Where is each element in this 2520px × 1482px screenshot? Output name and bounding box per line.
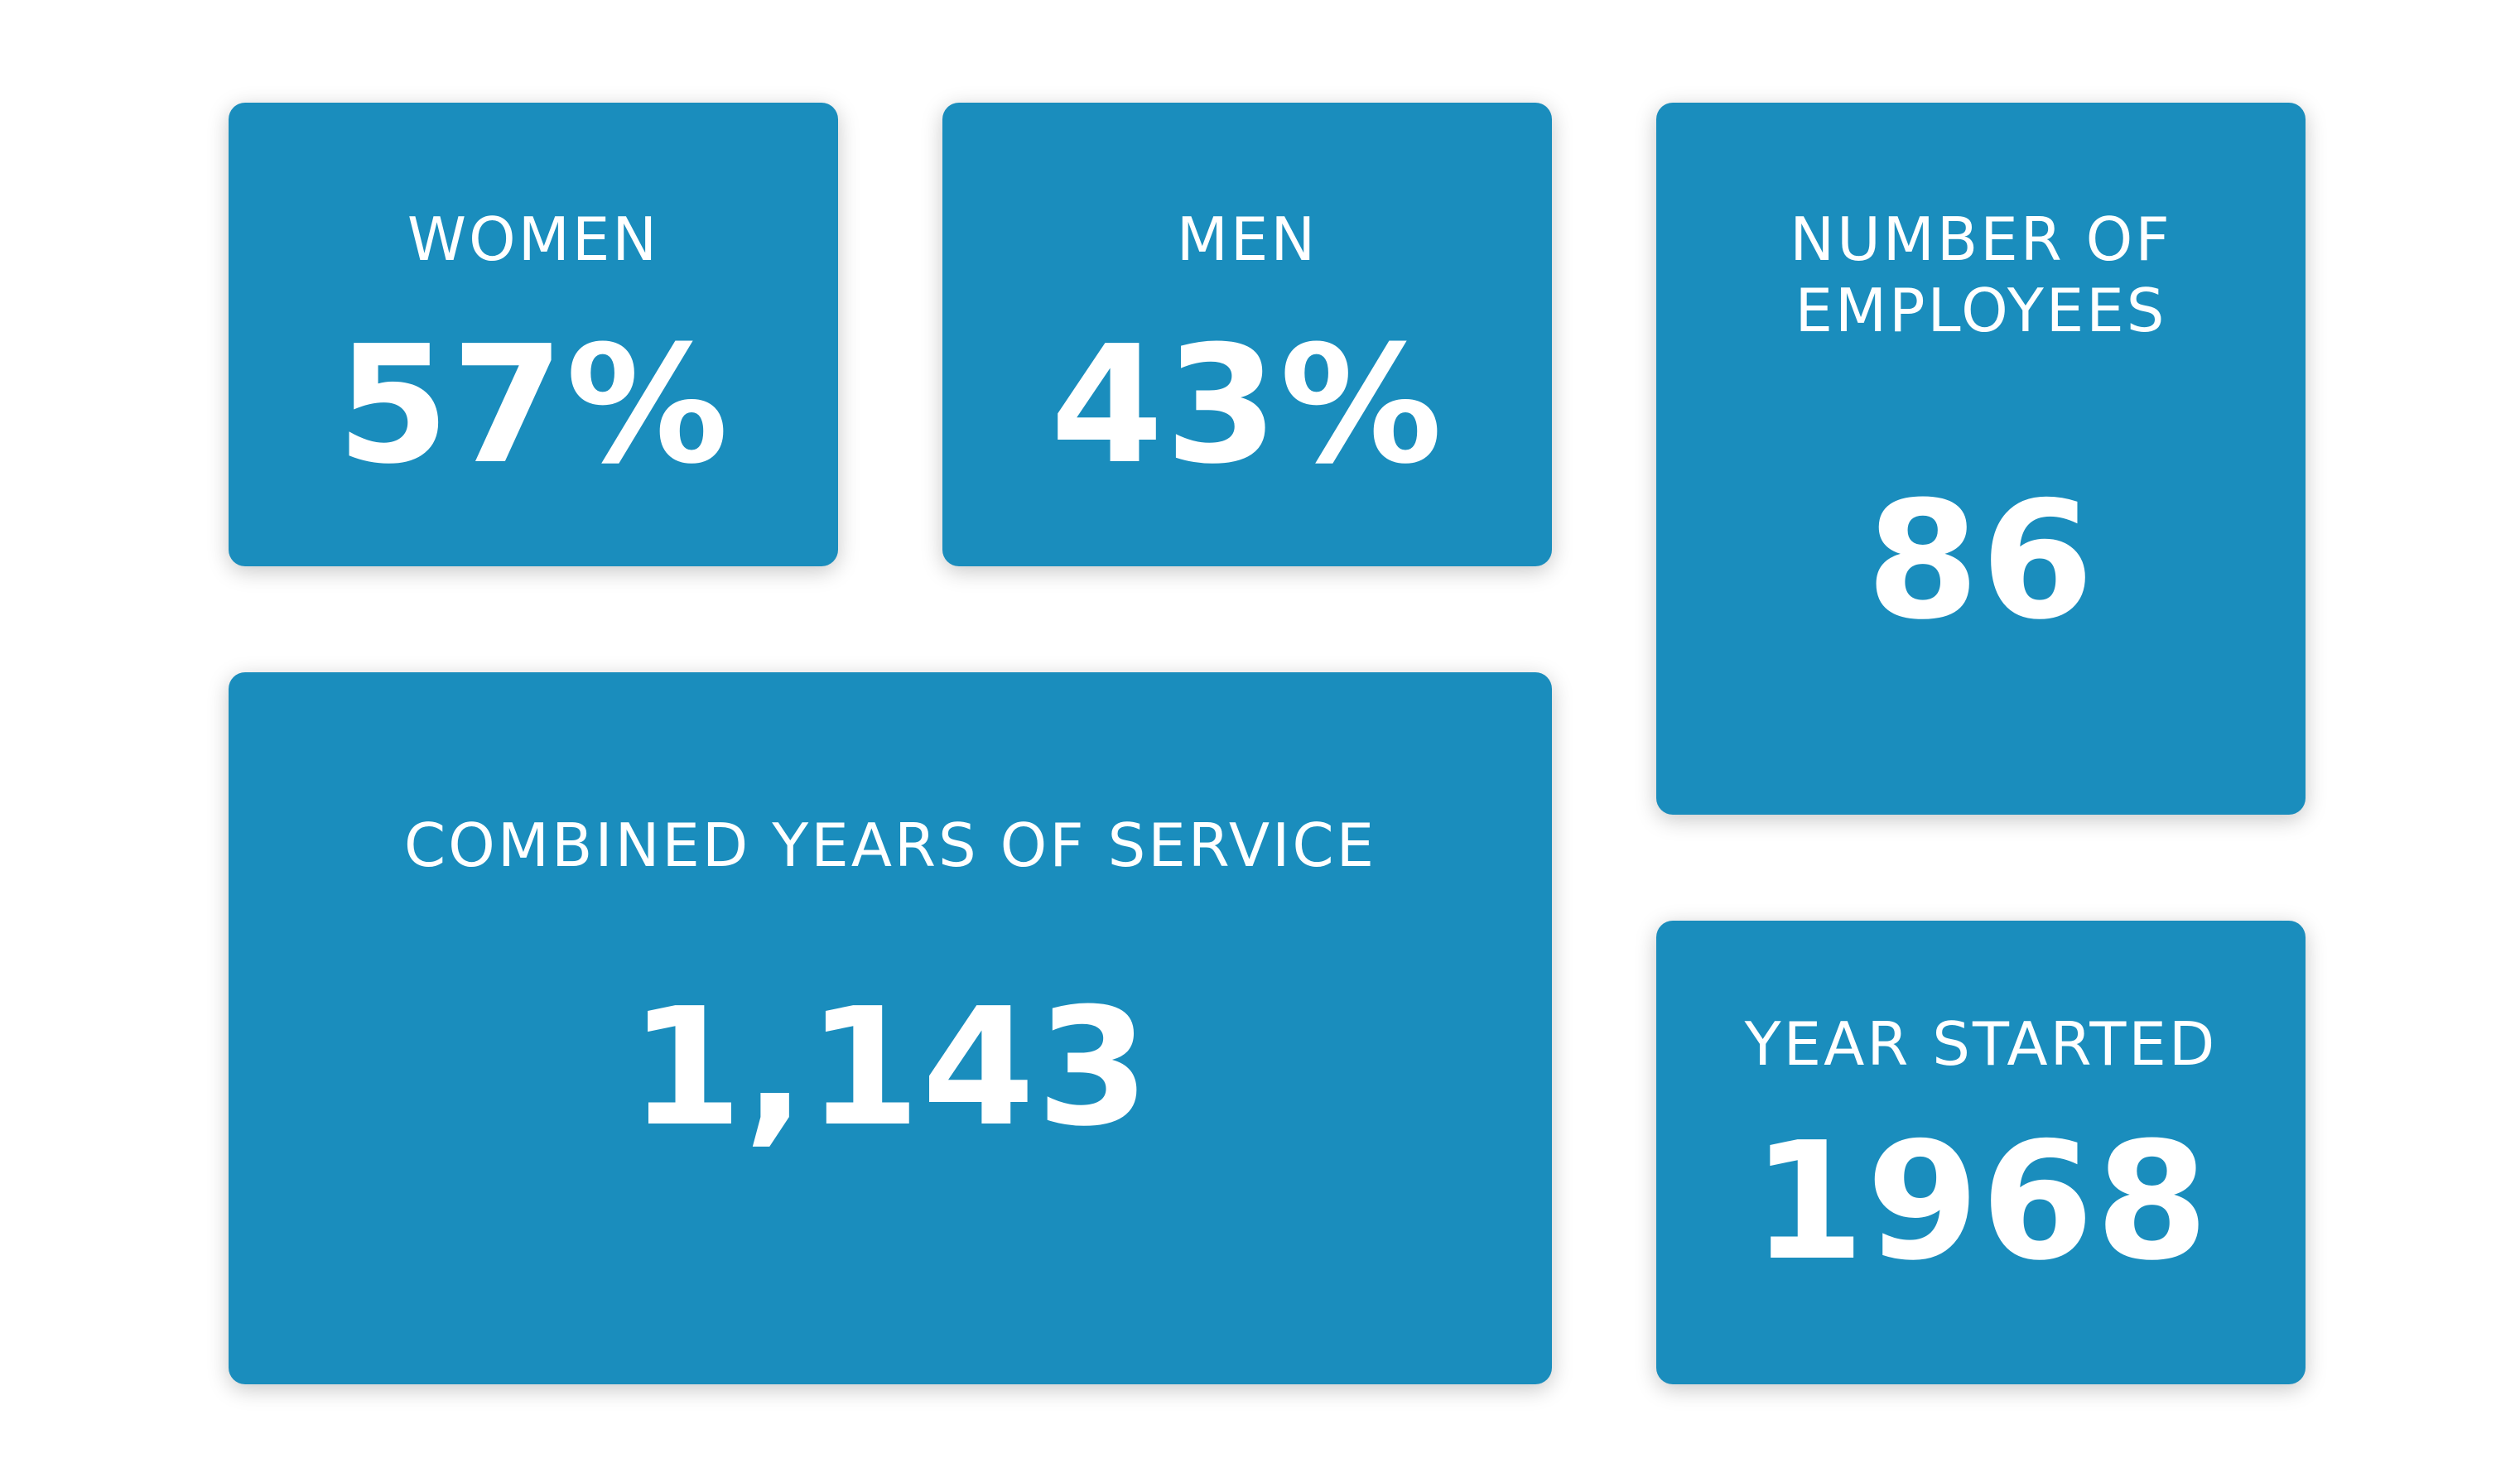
stat-label-employees-line1: NUMBER OF	[1790, 204, 2172, 274]
stat-card-women: WOMEN 57%	[229, 103, 838, 566]
stat-value-service: 1,143	[629, 974, 1151, 1162]
stat-label-service: COMBINED YEARS OF SERVICE	[403, 811, 1377, 880]
stat-card-year-started: YEAR STARTED 1968	[1656, 921, 2306, 1384]
stat-label-men: MEN	[1176, 204, 1318, 274]
stat-value-year-started: 1968	[1751, 1108, 2210, 1297]
stat-value-men: 43%	[1050, 311, 1444, 500]
stat-card-service: COMBINED YEARS OF SERVICE 1,143	[229, 672, 1552, 1384]
stat-card-employees: NUMBER OF EMPLOYEES 86	[1656, 103, 2306, 815]
stat-label-women: WOMEN	[407, 204, 660, 274]
stat-card-men: MEN 43%	[942, 103, 1552, 566]
stat-label-employees-line2: EMPLOYEES	[1795, 276, 2167, 345]
stat-value-employees: 86	[1866, 467, 2096, 656]
stat-value-women: 57%	[336, 311, 730, 500]
stat-label-year-started: YEAR STARTED	[1744, 1009, 2218, 1079]
